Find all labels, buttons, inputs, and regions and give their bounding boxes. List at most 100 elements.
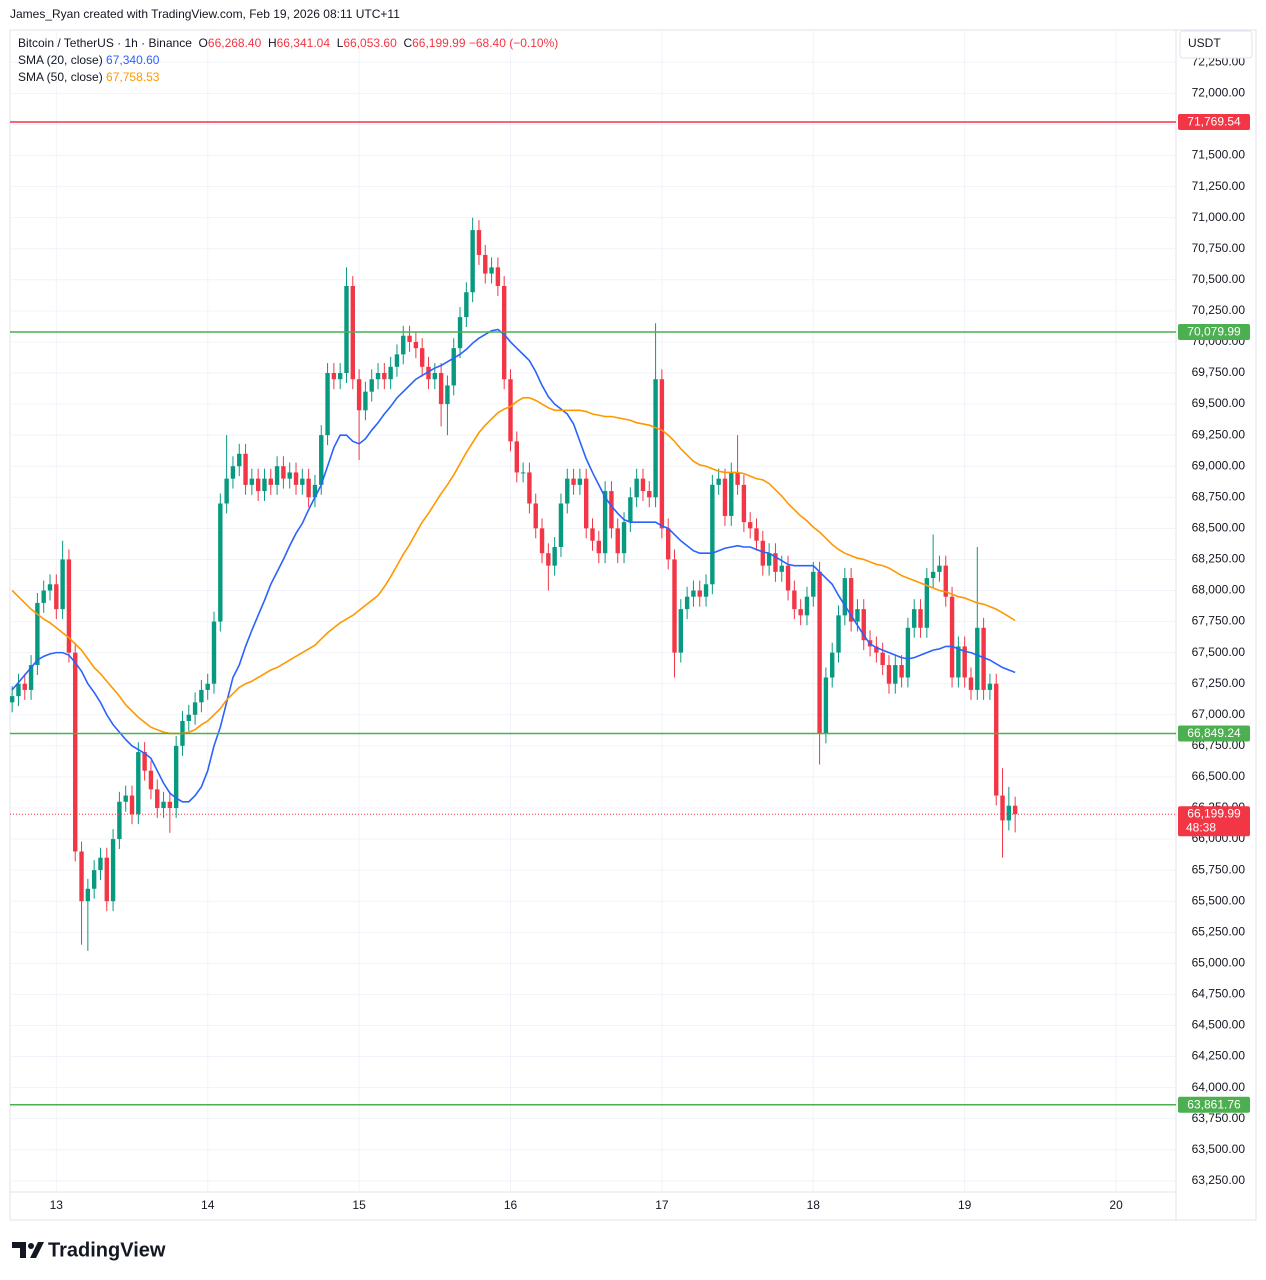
candle-body	[785, 565, 791, 591]
y-tick-label: 66,750.00	[1192, 738, 1246, 752]
candle-body	[924, 578, 930, 628]
sma-name: SMA (20, close)	[18, 53, 103, 67]
candle-body	[539, 528, 545, 554]
candle-body	[987, 683, 993, 690]
legend-row: Bitcoin / TetherUS · 1h · Binance O66,26…	[18, 35, 558, 52]
y-tick-label: 63,500.00	[1192, 1142, 1246, 1156]
currency-box-bg	[1179, 30, 1253, 59]
candle-body	[735, 472, 740, 485]
candle-body	[476, 230, 482, 255]
candle-body	[590, 528, 595, 541]
candle-body	[621, 522, 627, 554]
y-tick-label: 67,500.00	[1192, 645, 1246, 659]
candle-body	[325, 373, 330, 436]
candle-body	[981, 627, 986, 690]
level-label-bg	[1178, 323, 1250, 340]
candle-body	[949, 596, 955, 678]
legend-key: H	[267, 36, 277, 50]
candle-body	[842, 578, 848, 616]
candle-body	[98, 857, 103, 871]
level-label: 71,769.54	[1187, 115, 1241, 129]
logo-text: TradingView	[48, 1239, 166, 1261]
candle-body	[1000, 795, 1005, 821]
y-tick-label: 63,250.00	[1192, 1173, 1246, 1187]
candle-body	[647, 491, 652, 498]
candle-body	[394, 354, 400, 367]
candle-body	[274, 466, 280, 485]
x-tick-label: 15	[352, 1198, 366, 1212]
sma-value: 67,758.53	[106, 70, 160, 84]
candle-body	[104, 857, 109, 902]
candle-body	[287, 472, 292, 479]
candle-body	[79, 851, 84, 902]
candle-body	[243, 453, 248, 485]
candle-body	[552, 546, 557, 566]
candle-body	[571, 478, 576, 485]
candle-body	[413, 341, 419, 349]
candle-body	[470, 230, 475, 293]
candle-body	[697, 590, 702, 597]
candle-body	[886, 665, 892, 684]
candle-body	[438, 373, 444, 405]
candle-body	[464, 292, 469, 318]
y-tick-label: 67,000.00	[1192, 707, 1246, 721]
currency-box: USDT	[1179, 30, 1253, 59]
candle-body	[678, 609, 684, 653]
y-tick-label: 64,500.00	[1192, 1018, 1246, 1032]
candle-body	[22, 683, 27, 690]
legend-value: 66,053.60	[343, 36, 397, 50]
y-tick-label: 65,000.00	[1192, 956, 1246, 970]
candle-body	[255, 478, 261, 492]
legend-gap	[192, 36, 199, 50]
y-tick-label: 68,250.00	[1192, 552, 1246, 566]
candle-body	[142, 752, 147, 771]
candle-body	[918, 609, 923, 628]
candle-body	[754, 528, 759, 541]
y-tick-label: 68,500.00	[1192, 521, 1246, 535]
axis: 63,250.00 63,500.00 63,750.00 64,000.00 64,2…	[50, 54, 1246, 1212]
sma-legend-row: SMA (50, close) 67,758.53	[18, 69, 558, 86]
y-tick-label: 63,750.00	[1192, 1111, 1246, 1125]
candle-body	[401, 335, 406, 355]
candle-body	[665, 528, 671, 560]
legend-change: −68.40 (−0.10%)	[468, 36, 559, 50]
candle-body	[634, 478, 639, 498]
y-tick-label: 68,000.00	[1192, 583, 1246, 597]
candle-body	[874, 646, 879, 653]
x-tick-label: 17	[655, 1198, 669, 1212]
candle-body	[495, 267, 501, 287]
symbol: Bitcoin / TetherUS · 1h · Binance	[18, 36, 192, 50]
candle-body	[199, 689, 204, 703]
candle-body	[337, 373, 343, 380]
legend-key: O	[198, 36, 208, 50]
last-price-label: 66,199.99	[1187, 806, 1241, 820]
candle-body	[962, 646, 967, 678]
legend: Bitcoin / TetherUS · 1h · Binance O66,26…	[18, 35, 558, 86]
candle-body	[760, 540, 766, 566]
candle-body	[653, 379, 658, 498]
y-tick-label: 71,000.00	[1192, 210, 1246, 224]
candle-body	[205, 683, 210, 690]
candle-body	[419, 348, 425, 367]
legend-value: 66,199.99	[412, 36, 466, 50]
logo-dot	[28, 1243, 34, 1249]
candle-body	[123, 795, 128, 802]
candle-body	[54, 584, 59, 610]
level-label: 70,079.99	[1187, 325, 1241, 339]
candle-body	[779, 565, 784, 572]
candle-body	[565, 478, 570, 504]
candle-body	[893, 665, 898, 684]
candle-body	[546, 553, 551, 566]
currency: USDT	[1188, 36, 1221, 50]
candle-body	[722, 478, 728, 516]
y-tick-label: 67,250.00	[1192, 676, 1246, 690]
candle-body	[937, 565, 942, 572]
candle-body	[451, 348, 456, 386]
y-tick-label: 69,250.00	[1192, 427, 1246, 441]
level-label-bg	[1178, 1096, 1250, 1113]
candle-body	[192, 702, 198, 715]
candle-body	[672, 559, 677, 653]
x-tick-label: 13	[50, 1198, 64, 1212]
candle-body	[237, 453, 242, 467]
